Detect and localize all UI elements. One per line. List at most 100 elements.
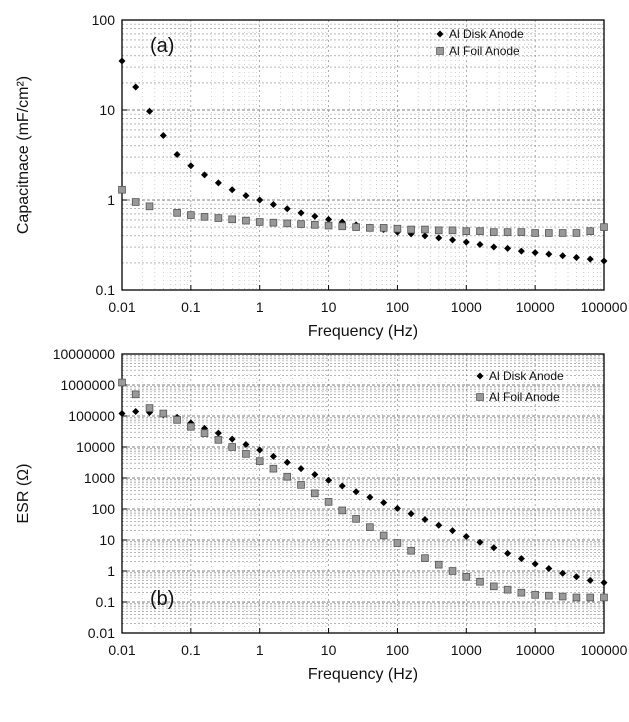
- data-point: [214, 179, 222, 187]
- x-tick-label: 1: [256, 299, 264, 315]
- legend-marker-diamond: [476, 372, 484, 380]
- data-point: [118, 185, 126, 194]
- data-point: [448, 567, 457, 575]
- data-point: [269, 452, 277, 460]
- data-point: [449, 236, 457, 244]
- data-point: [173, 151, 181, 159]
- data-point: [283, 205, 291, 213]
- y-tick-label: 0.1: [96, 282, 116, 298]
- chart-panel-b: 0.01 0.1 1 10 100 1000 10000 100000 0.01 0.1 1 10 10…: [15, 346, 628, 683]
- legend-marker-square: [436, 47, 444, 55]
- data-point: [545, 229, 553, 237]
- data-point: [462, 572, 471, 581]
- data-point: [145, 202, 154, 211]
- x-tick-label: 1: [256, 642, 264, 658]
- y-tick-label: 100: [92, 12, 116, 28]
- data-point: [600, 257, 608, 265]
- data-point: [379, 531, 388, 540]
- data-point: [269, 201, 277, 209]
- data-point: [187, 162, 195, 170]
- data-point: [435, 521, 443, 529]
- data-point: [435, 234, 443, 242]
- data-point: [421, 225, 429, 234]
- y-tick-label: 1: [107, 563, 115, 579]
- data-point: [462, 227, 471, 236]
- data-point: [366, 493, 374, 501]
- data-point: [283, 458, 291, 466]
- data-point: [545, 591, 553, 600]
- data-point: [338, 506, 347, 515]
- legend: Al Disk Anode Al Foil Anode: [436, 27, 524, 58]
- data-point: [517, 588, 526, 597]
- data-point: [476, 241, 484, 249]
- data-point: [200, 429, 209, 437]
- legend-label: Al Foil Anode: [449, 44, 520, 58]
- y-tick-label: 1: [107, 192, 115, 208]
- data-point: [352, 223, 360, 231]
- data-point: [311, 470, 319, 478]
- data-point: [600, 223, 608, 231]
- gridlines: [121, 19, 605, 291]
- data-point: [283, 219, 292, 228]
- data-point: [159, 132, 167, 140]
- data-point: [517, 247, 525, 255]
- data-point: [380, 499, 388, 507]
- data-point: [517, 555, 525, 563]
- data-point: [325, 215, 333, 223]
- data-point: [131, 198, 140, 206]
- data-point: [586, 576, 594, 584]
- data-point: [379, 224, 388, 232]
- data-point: [311, 221, 319, 229]
- data-point: [132, 407, 140, 415]
- data-point: [448, 226, 457, 235]
- x-axis-label: Frequency (Hz): [308, 666, 418, 683]
- data-point: [118, 410, 126, 418]
- data-point: [559, 252, 567, 260]
- x-tick-label: 100: [386, 299, 410, 315]
- panel-label: (b): [150, 588, 174, 610]
- data-point: [504, 244, 512, 252]
- x-tick-label: 0.01: [108, 642, 135, 658]
- data-point: [297, 481, 305, 489]
- x-tick-label: 10: [321, 642, 337, 658]
- data-point: [297, 209, 305, 217]
- y-tick-label: 10000000: [53, 346, 116, 362]
- data-point: [504, 549, 512, 557]
- x-tick-label: 100: [386, 642, 410, 658]
- x-tick-label: 0.01: [108, 299, 135, 315]
- data-point: [228, 215, 236, 224]
- data-point: [187, 211, 195, 219]
- data-point: [256, 446, 264, 454]
- y-tick-label: 0.01: [88, 625, 115, 641]
- data-point: [503, 585, 512, 594]
- plot-frame: [121, 353, 605, 634]
- data-point: [159, 409, 168, 418]
- x-tick-label: 100000: [581, 642, 628, 658]
- data-point: [490, 544, 498, 552]
- data-point: [201, 171, 209, 179]
- data-point: [352, 488, 360, 496]
- plot-frame: [121, 19, 605, 291]
- data-point: [269, 218, 278, 227]
- data-point: [228, 186, 236, 194]
- series-al-foil-anode: [118, 185, 608, 237]
- data-point: [324, 221, 333, 230]
- data-point: [242, 441, 250, 449]
- data-point: [490, 228, 498, 236]
- data-point: [269, 464, 278, 473]
- data-point: [118, 57, 126, 65]
- data-point: [407, 546, 415, 555]
- data-point: [187, 422, 195, 431]
- data-point: [366, 224, 374, 232]
- data-point: [255, 218, 264, 226]
- data-point: [586, 227, 595, 236]
- data-point: [559, 569, 567, 577]
- x-tick-label: 0.1: [181, 299, 201, 315]
- data-point: [118, 378, 126, 387]
- data-point: [558, 229, 567, 237]
- data-point: [228, 435, 236, 443]
- legend-marker-diamond: [436, 30, 444, 38]
- data-point: [572, 229, 581, 237]
